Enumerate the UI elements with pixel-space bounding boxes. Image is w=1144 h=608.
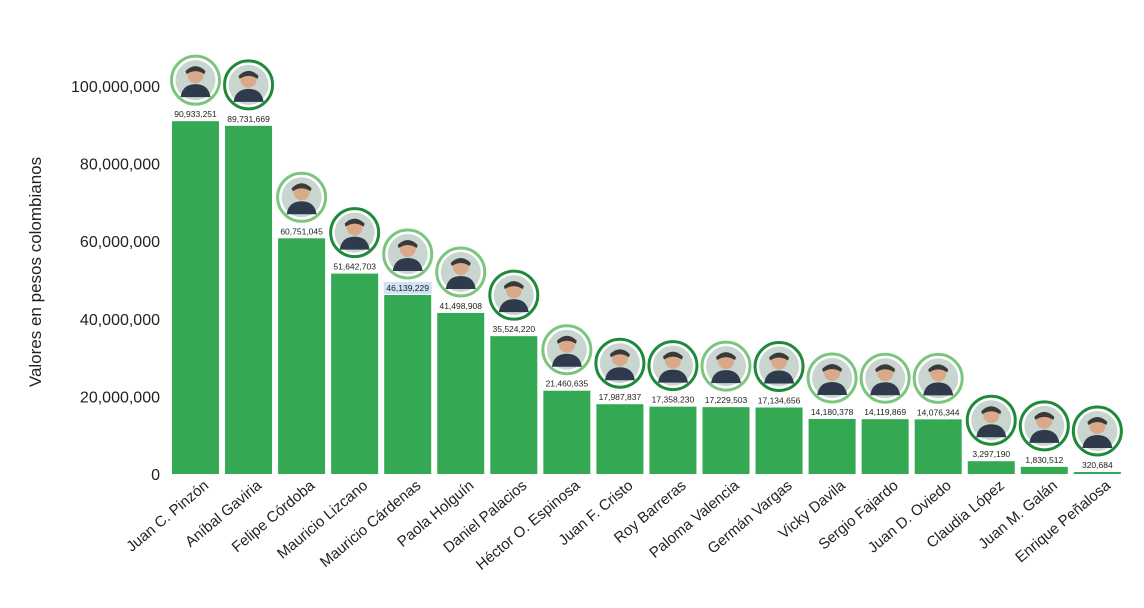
value-label: 320,684: [1082, 460, 1113, 470]
bars: [172, 121, 1121, 474]
portrait-icon: [859, 352, 911, 404]
bar: [543, 390, 591, 474]
value-label: 35,524,220: [493, 324, 536, 334]
bar: [649, 406, 697, 474]
x-tick-label: Enrique Peñalosa: [1012, 477, 1114, 567]
portrait-icon: [223, 59, 275, 111]
value-label: 17,987,837: [599, 392, 642, 402]
value-label: 14,180,378: [811, 407, 854, 417]
bar: [755, 407, 803, 474]
value-label: 41,498,908: [439, 301, 482, 311]
portrait-icon: [912, 352, 964, 404]
value-label: 46,139,229: [386, 283, 429, 293]
portrait-icon: [594, 337, 646, 389]
portrait-icon: [700, 340, 752, 392]
portrait-icon: [647, 340, 699, 392]
portrait-icon: [276, 171, 328, 223]
portrait-icon: [382, 228, 434, 280]
value-label: 51,642,703: [333, 262, 376, 272]
bar: [861, 419, 909, 474]
x-tick-label: Mauricio Cárdenas: [317, 477, 424, 571]
y-axis: 0 20,000,000 40,000,000 60,000,000 80,000,00…: [71, 79, 160, 484]
portrait-icon: [806, 352, 858, 404]
bar: [1073, 472, 1121, 474]
portrait-icon: [541, 324, 593, 376]
portrait-icon: [329, 207, 381, 259]
y-axis-label: Valores en pesos colombianos: [26, 157, 45, 387]
value-label: 17,134,656: [758, 396, 801, 406]
bar: [331, 273, 379, 474]
value-label: 90,933,251: [174, 109, 217, 119]
portrait-icon: [435, 246, 487, 298]
value-label: 14,076,344: [917, 407, 960, 417]
bar: [1020, 466, 1068, 474]
y-tick-label: 20,000,000: [80, 389, 160, 406]
y-tick-label: 80,000,000: [80, 157, 160, 174]
value-label: 17,229,503: [705, 395, 748, 405]
value-label-highlight: [383, 281, 432, 294]
x-tick-label: Paloma Valencia: [646, 477, 743, 562]
bar: [225, 125, 273, 474]
y-tick-label: 40,000,000: [80, 312, 160, 329]
bar: [384, 294, 432, 474]
portrait-icon: [965, 394, 1017, 446]
bar: [437, 312, 485, 474]
portrait-icon: [488, 269, 540, 321]
y-tick-label: 60,000,000: [80, 234, 160, 251]
bar: [808, 418, 856, 474]
y-tick-label: 0: [151, 467, 160, 484]
value-label: 17,358,230: [652, 395, 695, 405]
value-label: 1,830,512: [1025, 455, 1063, 465]
bar: [596, 404, 644, 474]
bar: [278, 238, 326, 474]
y-tick-label: 100,000,000: [71, 79, 160, 96]
value-label: 3,297,190: [972, 449, 1010, 459]
value-label: 60,751,045: [280, 226, 323, 236]
x-tick-label: Mauricio Lizcano: [274, 477, 371, 562]
bar: [490, 336, 538, 474]
bar: [172, 121, 219, 474]
value-labels: 90,933,251 89,731,669 60,751,045 51,642,703…: [174, 109, 1113, 470]
bar: [914, 419, 962, 474]
portrait-icon: [170, 54, 221, 106]
avatars: [170, 54, 1123, 457]
value-label: 21,460,635: [546, 379, 589, 389]
value-label: 89,731,669: [227, 114, 270, 124]
portrait-icon: [1071, 405, 1123, 457]
value-label: 14,119,869: [864, 407, 906, 417]
portrait-icon: [1018, 400, 1070, 452]
portrait-icon: [753, 341, 805, 393]
bar: [702, 407, 750, 474]
bar: [967, 461, 1015, 474]
